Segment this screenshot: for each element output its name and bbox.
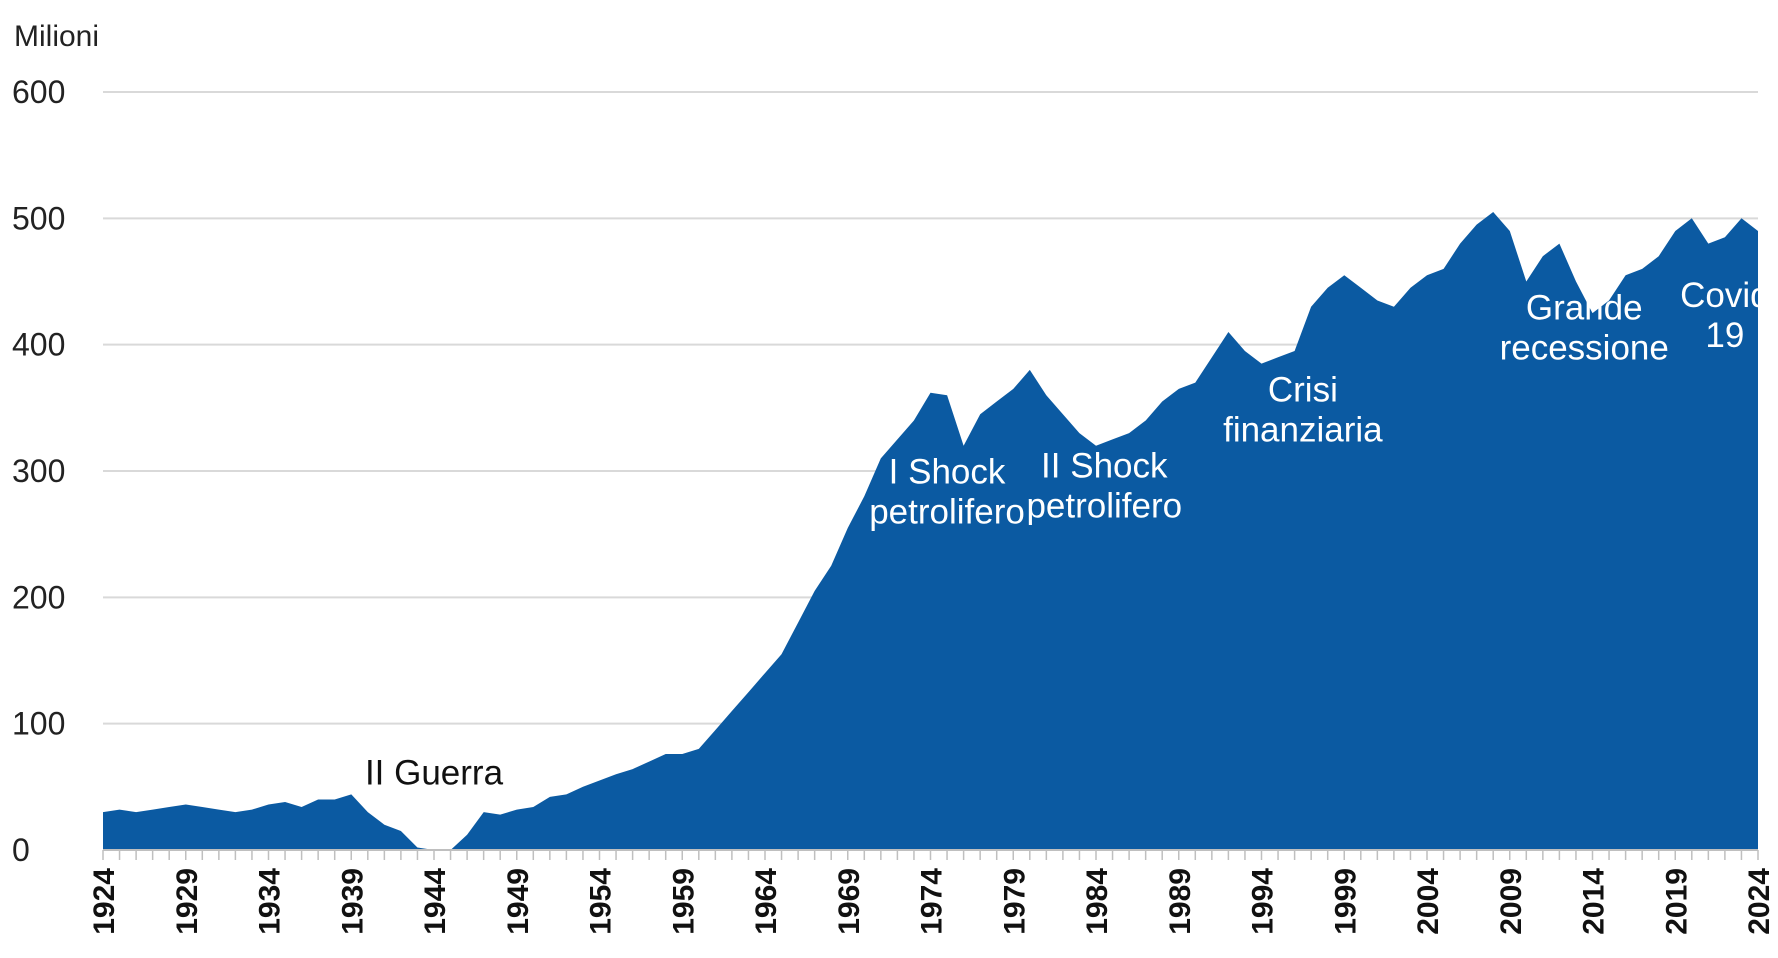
x-tick-label: 1969 xyxy=(833,868,866,935)
y-tick-label: 500 xyxy=(12,200,65,236)
y-tick-label: 600 xyxy=(12,74,65,110)
x-tick-label: 2004 xyxy=(1412,868,1445,935)
y-tick-label: 0 xyxy=(12,832,30,868)
annotation-label: I Shock petrolifero xyxy=(869,453,1025,532)
x-tick-label: 1974 xyxy=(916,868,949,935)
x-tick-label: 1954 xyxy=(585,868,618,935)
annotation-label: Covid 19 xyxy=(1680,276,1769,355)
x-tick-label: 2009 xyxy=(1495,868,1528,935)
x-tick-label: 1929 xyxy=(171,868,204,935)
x-tick-label: 1999 xyxy=(1329,868,1362,935)
x-tick-label: 1924 xyxy=(88,868,121,935)
x-tick-label: 1939 xyxy=(336,868,369,935)
x-tick-label: 1979 xyxy=(998,868,1031,935)
annotation-label: Crisi finanziaria xyxy=(1223,371,1383,450)
x-tick-label: 2014 xyxy=(1578,868,1611,935)
x-tick-label: 1989 xyxy=(1164,868,1197,935)
area-fill xyxy=(103,212,1758,850)
x-tick-label: 1959 xyxy=(667,868,700,935)
x-tick-label: 2024 xyxy=(1743,868,1776,935)
x-axis-ticks: 1924 1929 1934 1939 1944 1949 1954 1959 1964 1969… xyxy=(88,850,1776,935)
y-axis-unit-label: Milioni xyxy=(14,20,99,53)
annotation-label: II Guerra xyxy=(365,753,504,792)
y-tick-label: 300 xyxy=(12,453,65,489)
x-tick-label: 2019 xyxy=(1660,868,1693,935)
y-tick-label: 100 xyxy=(12,706,65,742)
x-tick-label: 1949 xyxy=(502,868,535,935)
x-tick-label: 1984 xyxy=(1081,868,1114,935)
annotation-label: Grande recessione xyxy=(1500,288,1669,367)
annotation-label: II Shock petrolifero xyxy=(1026,446,1182,525)
x-tick-label: 1994 xyxy=(1247,868,1280,935)
y-axis-ticks: 0 100 200 300 400 500 600 xyxy=(12,74,65,868)
y-tick-label: 200 xyxy=(12,579,65,615)
x-tick-label: 1934 xyxy=(254,868,287,935)
x-tick-label: 1964 xyxy=(750,868,783,935)
y-tick-label: 400 xyxy=(12,327,65,363)
x-tick-label: 1944 xyxy=(419,868,452,935)
